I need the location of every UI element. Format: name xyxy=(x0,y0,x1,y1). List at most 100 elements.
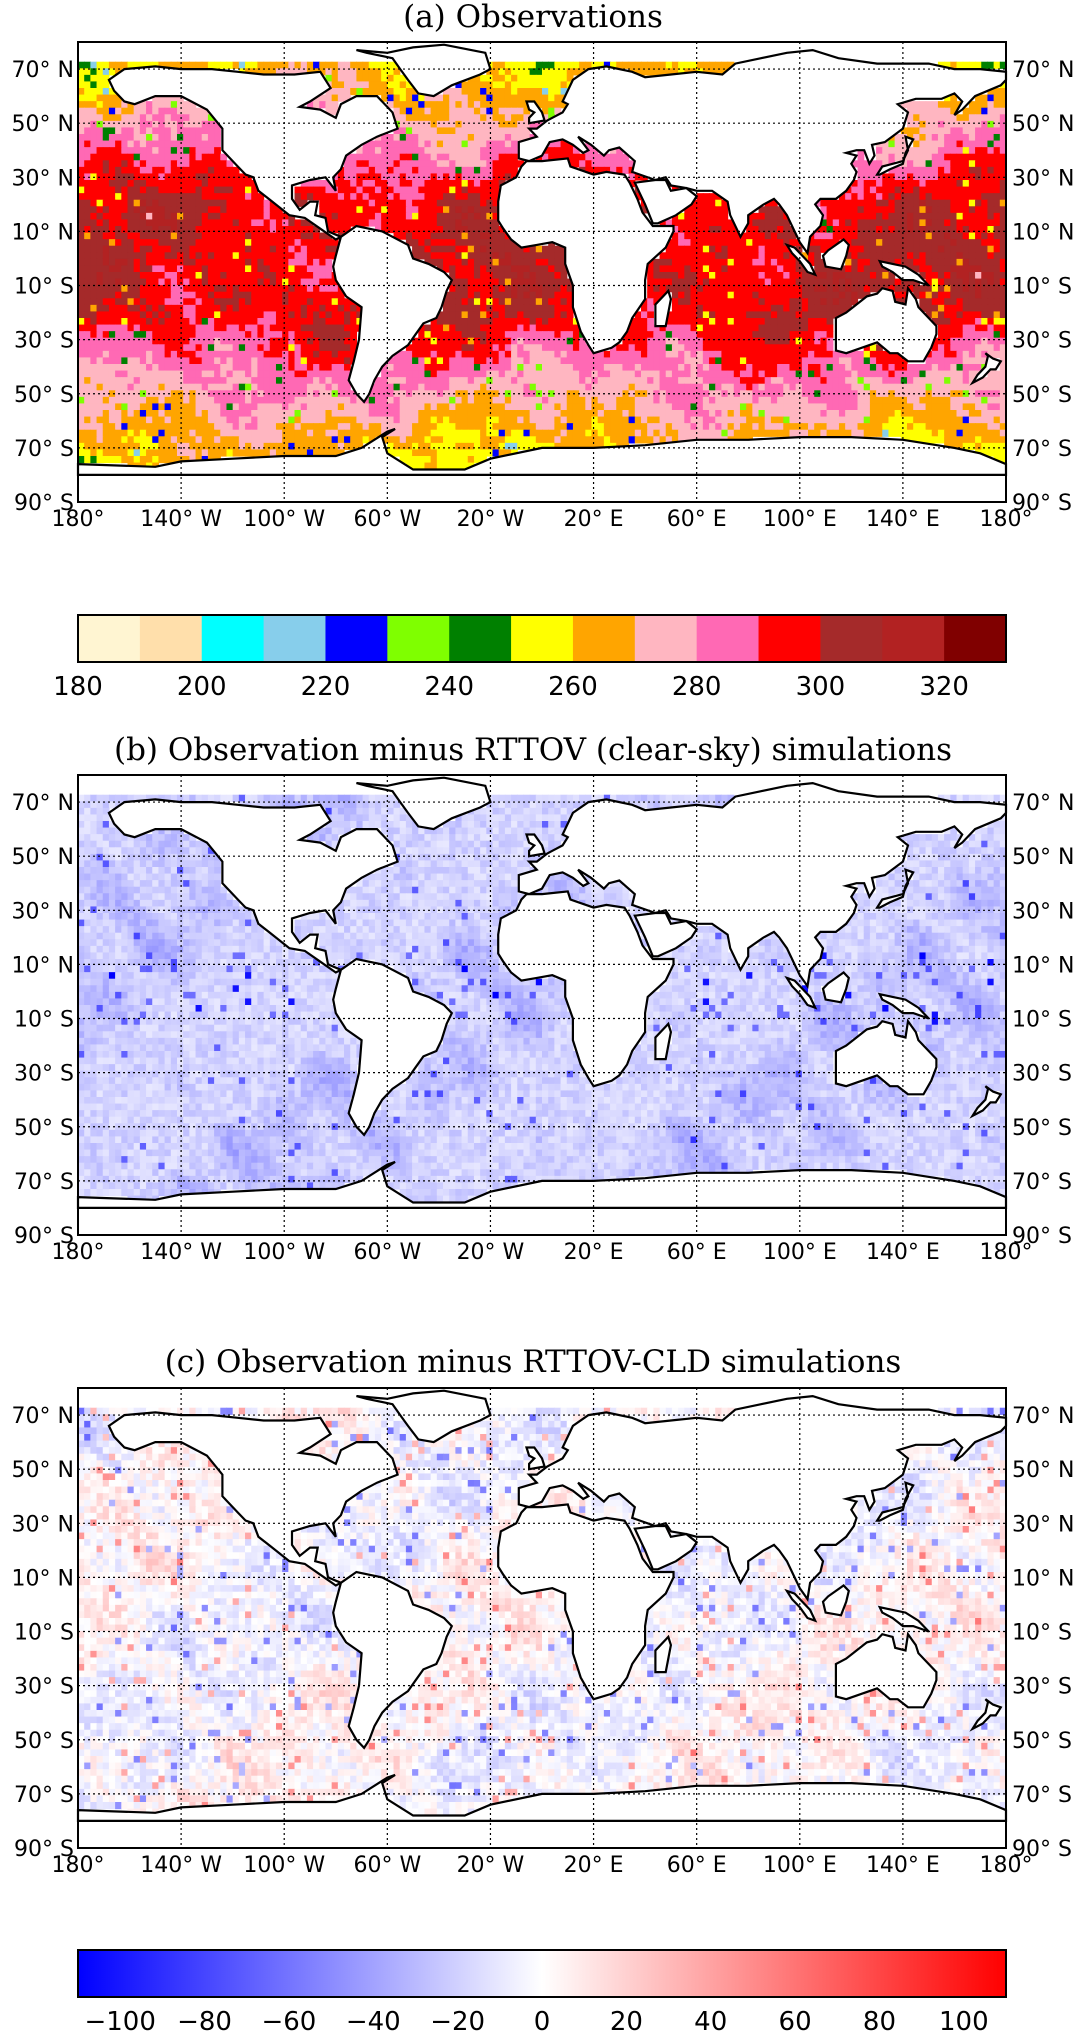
field-cell xyxy=(950,127,958,135)
field-cell xyxy=(566,278,574,286)
field-cell xyxy=(603,357,611,365)
field-cell xyxy=(146,291,153,299)
field-cell xyxy=(944,285,951,293)
field-cell xyxy=(894,370,902,378)
field-cell xyxy=(108,107,116,115)
field-cell xyxy=(350,74,357,83)
field-cell xyxy=(139,61,147,69)
field-cell xyxy=(183,127,190,135)
field-cell xyxy=(127,173,135,181)
field-cell xyxy=(523,258,531,267)
field-cell xyxy=(653,61,661,69)
field-cell xyxy=(857,226,865,234)
field-cell xyxy=(232,193,240,201)
field-cell xyxy=(560,311,568,319)
field-cell xyxy=(424,173,432,181)
field-cell xyxy=(925,364,933,372)
field-cell xyxy=(560,370,568,378)
field-cell xyxy=(486,252,494,260)
field-cell xyxy=(189,337,197,345)
field-cell xyxy=(319,285,327,293)
field-cell xyxy=(152,147,160,155)
field-cell xyxy=(981,239,989,247)
field-cell xyxy=(201,186,209,194)
field-cell xyxy=(993,252,1001,260)
field-cell xyxy=(108,285,116,293)
field-cell xyxy=(189,265,197,273)
field-cell xyxy=(950,350,958,359)
field-cell xyxy=(523,304,531,313)
field-cell xyxy=(152,324,160,332)
field-cell xyxy=(102,173,110,181)
field-cell xyxy=(238,232,246,240)
field-cell xyxy=(925,166,933,175)
field-cell xyxy=(894,278,902,286)
field-cell xyxy=(461,364,469,372)
field-cell xyxy=(801,311,809,319)
field-cell xyxy=(937,272,945,280)
field-cell xyxy=(585,160,593,168)
field-cell xyxy=(857,153,865,161)
field-cell xyxy=(443,173,450,181)
field-cell xyxy=(758,298,766,306)
field-cell xyxy=(733,278,741,286)
field-cell xyxy=(306,186,314,194)
field-cell xyxy=(535,74,543,83)
field-cell xyxy=(201,331,209,339)
field-cell xyxy=(405,160,413,168)
field-cell xyxy=(486,377,494,385)
field-cell xyxy=(183,120,190,129)
field-cell xyxy=(90,160,98,168)
field-cell xyxy=(220,206,228,214)
field-cell xyxy=(832,232,840,240)
field-cell xyxy=(424,239,432,247)
field-cell xyxy=(220,383,228,391)
field-cell xyxy=(882,199,890,207)
field-cell xyxy=(146,206,153,214)
field-cell xyxy=(294,232,302,240)
field-cell xyxy=(678,252,685,260)
field-cell xyxy=(461,186,469,194)
field-cell xyxy=(913,370,920,378)
field-cell xyxy=(102,68,110,76)
field-cell xyxy=(616,147,624,155)
field-cell xyxy=(480,291,487,299)
field-cell xyxy=(269,383,277,391)
field-cell xyxy=(393,377,401,385)
field-cell xyxy=(238,291,246,299)
field-cell xyxy=(975,318,982,326)
field-cell xyxy=(659,272,667,280)
field-cell xyxy=(640,364,648,372)
field-cell xyxy=(313,311,320,319)
field-cell xyxy=(709,245,716,253)
field-cell xyxy=(263,331,271,339)
field-cell xyxy=(523,74,531,83)
field-cell xyxy=(511,81,518,89)
field-cell xyxy=(176,357,184,365)
field-cell xyxy=(900,147,908,155)
field-cell xyxy=(486,337,494,345)
field-cell xyxy=(443,180,450,188)
field-cell xyxy=(96,107,104,115)
field-cell xyxy=(999,324,1007,332)
field-cell xyxy=(319,265,327,273)
field-cell xyxy=(115,337,122,345)
field-cell xyxy=(808,364,815,372)
field-cell xyxy=(739,370,747,378)
field-cell xyxy=(727,258,735,267)
field-cell xyxy=(232,199,240,207)
field-cell xyxy=(238,377,246,385)
field-cell xyxy=(548,101,555,109)
field-cell xyxy=(709,285,716,293)
field-cell xyxy=(987,245,995,253)
field-cell xyxy=(115,94,122,102)
field-cell xyxy=(937,166,945,175)
field-cell xyxy=(721,212,729,221)
field-cell xyxy=(467,173,475,181)
field-cell xyxy=(263,272,271,280)
field-cell xyxy=(418,324,426,332)
field-cell xyxy=(294,331,302,339)
field-cell xyxy=(566,364,574,372)
field-cell xyxy=(560,350,568,359)
field-cell xyxy=(548,331,555,339)
